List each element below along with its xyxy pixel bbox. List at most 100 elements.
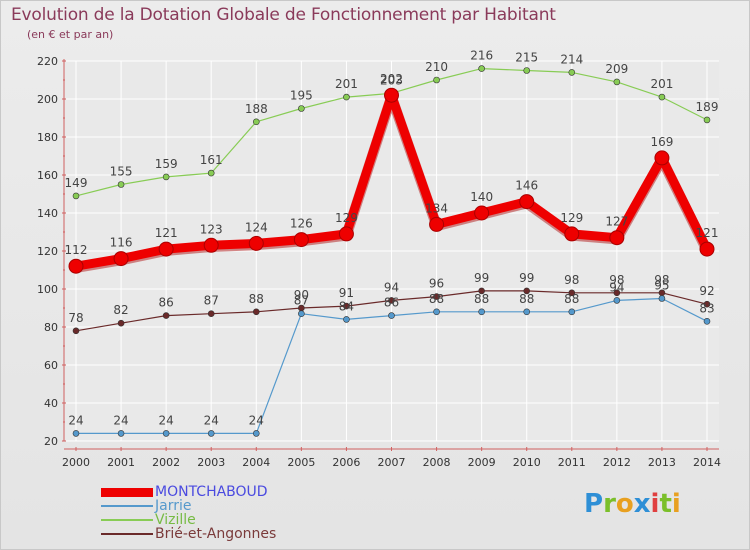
x-tick-label: 2003 <box>197 456 225 469</box>
x-tick-label: 2007 <box>378 456 406 469</box>
data-point-jarrie <box>523 308 531 316</box>
data-point-jarrie <box>343 316 350 323</box>
data-label-bri-et-angonnes: 86 <box>159 296 174 310</box>
data-point-vizille <box>613 78 621 86</box>
y-tick-label: 200 <box>37 93 58 106</box>
legend-item-montchaboud: MONTCHABOUD <box>101 485 276 499</box>
data-label-jarrie: 83 <box>699 301 714 315</box>
data-point-vizille <box>298 105 305 112</box>
data-point-montchaboud <box>699 241 715 257</box>
data-label-bri-et-angonnes: 87 <box>204 294 219 308</box>
data-point-montchaboud <box>113 251 129 267</box>
data-label-montchaboud: 127 <box>605 215 628 229</box>
x-tick-label: 2002 <box>152 456 180 469</box>
data-label-montchaboud: 140 <box>470 190 493 204</box>
data-label-jarrie: 88 <box>519 292 534 306</box>
chart-subtitle: (en € et par an) <box>27 28 114 41</box>
data-point-jarrie <box>117 430 125 437</box>
legend-label-jarrie: Jarrie <box>155 498 192 514</box>
data-label-jarrie: 84 <box>339 299 354 313</box>
data-point-montchaboud <box>429 216 445 232</box>
data-point-bri-et-angonnes <box>568 289 576 297</box>
data-label-jarrie: 88 <box>474 292 489 306</box>
data-label-jarrie: 88 <box>564 292 579 306</box>
x-tick-label: 2004 <box>242 456 270 469</box>
data-point-montchaboud <box>338 226 354 242</box>
data-label-jarrie: 24 <box>249 413 264 427</box>
data-point-montchaboud <box>203 237 219 253</box>
data-label-vizille: 214 <box>560 52 583 66</box>
data-label-vizille: 189 <box>696 100 719 114</box>
legend-swatch-jarrie <box>101 505 153 507</box>
data-point-montchaboud <box>564 226 580 242</box>
data-label-vizille: 201 <box>335 77 358 91</box>
data-point-bri-et-angonnes <box>478 287 485 295</box>
data-label-vizille: 159 <box>155 157 178 171</box>
data-label-bri-et-angonnes: 92 <box>699 284 714 298</box>
data-point-vizille <box>72 192 80 200</box>
data-point-vizille <box>117 181 125 188</box>
logo-letter: P <box>584 489 604 519</box>
data-point-bri-et-angonnes <box>162 312 170 319</box>
logo-letter: i <box>671 489 681 519</box>
data-point-montchaboud <box>609 230 625 246</box>
data-label-bri-et-angonnes: 90 <box>294 288 309 302</box>
data-point-bri-et-angonnes <box>72 327 80 335</box>
data-point-jarrie <box>388 312 395 319</box>
series-layer <box>68 65 715 437</box>
data-label-vizille: 201 <box>650 77 673 91</box>
x-tick-label: 2005 <box>287 456 315 469</box>
data-point-jarrie <box>252 430 260 437</box>
data-label-montchaboud: 126 <box>290 217 313 231</box>
data-point-jarrie <box>613 297 621 304</box>
data-point-bri-et-angonnes <box>703 300 711 308</box>
x-tick-label: 2010 <box>513 456 541 469</box>
data-point-vizille <box>703 116 711 124</box>
legend-item-jarrie: Jarrie <box>101 499 276 513</box>
data-label-jarrie: 88 <box>429 292 444 306</box>
data-label-montchaboud: 121 <box>155 226 178 240</box>
data-label-bri-et-angonnes: 88 <box>249 292 264 306</box>
x-tick-label: 2011 <box>558 456 586 469</box>
data-point-vizille <box>252 118 260 126</box>
data-label-vizille: 161 <box>200 153 223 167</box>
legend: MONTCHABOUD Jarrie Vizille Brié-et-Angonnes <box>101 485 276 541</box>
data-label-montchaboud: 123 <box>200 222 223 236</box>
data-label-bri-et-angonnes: 78 <box>68 311 83 325</box>
x-tick-label: 2009 <box>468 456 496 469</box>
data-label-montchaboud: 134 <box>425 201 448 215</box>
data-point-vizille <box>207 169 215 177</box>
y-tick-label: 60 <box>44 359 58 372</box>
data-point-jarrie <box>72 430 80 437</box>
y-tick-label: 100 <box>37 283 58 296</box>
y-tick-label: 120 <box>37 245 58 258</box>
data-point-montchaboud <box>68 258 84 274</box>
y-tick-label: 80 <box>44 321 58 334</box>
logo-letter: x <box>633 489 651 519</box>
x-tick-label: 2000 <box>62 456 90 469</box>
data-label-vizille: 155 <box>110 165 133 179</box>
logo-letter: t <box>659 489 672 519</box>
legend-label-bri-et-angonnes: Brié-et-Angonnes <box>155 526 277 542</box>
data-point-bri-et-angonnes <box>343 302 350 310</box>
data-point-montchaboud <box>519 194 535 210</box>
data-label-vizille: 215 <box>515 51 538 65</box>
data-label-montchaboud: 129 <box>560 211 583 225</box>
x-tick-label: 2008 <box>423 456 451 469</box>
data-label-bri-et-angonnes: 98 <box>609 273 624 287</box>
data-point-montchaboud <box>158 241 174 257</box>
data-point-bri-et-angonnes <box>523 287 531 295</box>
legend-swatch-vizille <box>101 519 153 521</box>
logo-letter: r <box>603 489 616 519</box>
data-label-jarrie: 87 <box>294 294 309 308</box>
data-label-jarrie: 94 <box>609 280 624 294</box>
x-tick-label: 2014 <box>693 456 721 469</box>
data-point-montchaboud <box>293 232 309 248</box>
data-label-montchaboud: 121 <box>696 226 719 240</box>
data-point-jarrie <box>207 430 215 437</box>
data-point-jarrie <box>568 308 576 316</box>
data-label-vizille: 209 <box>605 62 628 76</box>
data-point-jarrie <box>162 430 170 437</box>
